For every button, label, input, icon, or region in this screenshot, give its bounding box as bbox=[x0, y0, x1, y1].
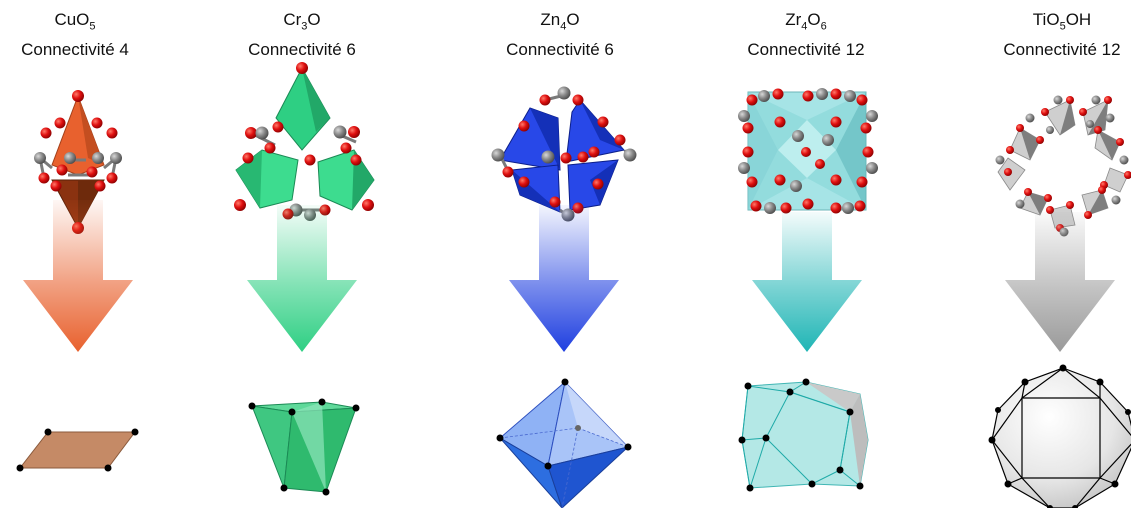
column-title-zr4o6: Zr4O6 Connectivité 12 bbox=[706, 8, 906, 62]
formula-label: Zn4O bbox=[460, 8, 660, 38]
column-title-cuo5: CuO5 Connectivité 4 bbox=[0, 8, 175, 62]
formula-text: O bbox=[807, 10, 821, 29]
formula-text: OH bbox=[1065, 10, 1092, 29]
trigonal-prism-polyhedron bbox=[248, 398, 360, 496]
column-title-cr3o: Cr3O Connectivité 6 bbox=[202, 8, 402, 62]
column-title-tio5oh: TiO5OH Connectivité 12 bbox=[962, 8, 1131, 62]
formula-subscript: 6 bbox=[820, 20, 827, 33]
arrow-tio5oh bbox=[1005, 212, 1115, 352]
formula-text: Zr bbox=[785, 10, 802, 29]
formula-label: Cr3O bbox=[202, 8, 402, 38]
zn4o-cluster bbox=[491, 86, 637, 222]
square-polyhedron bbox=[16, 428, 139, 472]
connectivity-label: Connectivité 12 bbox=[747, 40, 865, 60]
formula-label: TiO5OH bbox=[962, 8, 1131, 38]
formula-text: TiO bbox=[1032, 10, 1060, 29]
formula-label: CuO5 bbox=[0, 8, 175, 38]
formula-text: Zn bbox=[540, 10, 561, 29]
formula-label: Zr4O6 bbox=[706, 8, 906, 38]
cuboctahedron-polyhedron bbox=[738, 378, 869, 492]
octahedron-polyhedron bbox=[496, 378, 632, 508]
arrow-zr4o6 bbox=[752, 212, 862, 352]
formula-subscript: 5 bbox=[1059, 20, 1066, 33]
arrow-zn4o bbox=[509, 205, 619, 352]
arrow-cuo5 bbox=[23, 200, 133, 352]
formula-subscript: 4 bbox=[801, 20, 808, 33]
formula-text: Cr bbox=[283, 10, 302, 29]
formula-text: O bbox=[307, 10, 321, 29]
formula-subscript: 3 bbox=[301, 20, 308, 33]
arrow-cr3o bbox=[247, 205, 357, 352]
connectivity-label: Connectivité 6 bbox=[506, 40, 614, 60]
cr3o-cluster bbox=[234, 62, 375, 221]
formula-subscript: 5 bbox=[89, 20, 96, 33]
connectivity-label: Connectivité 6 bbox=[248, 40, 356, 60]
zr4o6-cluster bbox=[738, 88, 878, 214]
formula-subscript: 4 bbox=[560, 20, 567, 33]
connectivity-label: Connectivité 12 bbox=[1003, 40, 1121, 60]
formula-text: O bbox=[566, 10, 580, 29]
connectivity-label: Connectivité 4 bbox=[21, 40, 129, 60]
cuboctahedron-gray-polyhedron bbox=[988, 364, 1131, 508]
column-title-zn4o: Zn4O Connectivité 6 bbox=[460, 8, 660, 62]
formula-text: CuO bbox=[54, 10, 90, 29]
